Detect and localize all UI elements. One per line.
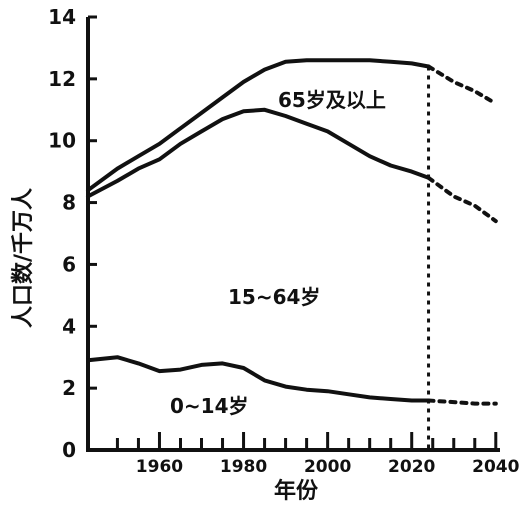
y-tick-label: 2 bbox=[62, 376, 76, 400]
x-axis-title: 年份 bbox=[274, 478, 319, 504]
y-ticks: 0 2 4 6 8 10 12 14 bbox=[48, 5, 97, 462]
series-line-upper_15_64 bbox=[86, 107, 431, 199]
series-projection-lower_0_14 bbox=[426, 398, 498, 406]
y-tick-label: 12 bbox=[48, 67, 76, 91]
region-label-0-14: 0~14岁 bbox=[170, 394, 249, 418]
plot-area: 0 2 4 6 8 10 12 14 1960 1980 2000 2020 2040 bbox=[48, 5, 519, 477]
x-minor-ticks bbox=[115, 432, 498, 450]
series-lines bbox=[86, 58, 498, 406]
y-axis-title: 人口数/千万人 bbox=[10, 188, 36, 328]
y-tick-label: 10 bbox=[48, 129, 76, 153]
x-ticks: 1960 1980 2000 2020 2040 bbox=[136, 457, 520, 477]
x-tick-label: 2020 bbox=[388, 457, 435, 477]
y-tick-label: 6 bbox=[62, 252, 76, 276]
x-tick-label: 1980 bbox=[220, 457, 267, 477]
y-tick-label: 8 bbox=[62, 191, 76, 215]
y-tick-label: 0 bbox=[62, 438, 76, 462]
series-line-total bbox=[86, 58, 431, 193]
series-projection-total bbox=[426, 64, 498, 106]
series-line-lower_0_14 bbox=[86, 355, 431, 403]
series-projection-upper_15_64 bbox=[426, 175, 498, 224]
y-tick-label: 4 bbox=[62, 314, 76, 338]
y-tick-label: 14 bbox=[48, 5, 76, 29]
x-tick-label: 2040 bbox=[472, 457, 519, 477]
region-label-65-plus: 65岁及以上 bbox=[278, 88, 386, 112]
x-tick-label: 1960 bbox=[136, 457, 183, 477]
region-label-15-64: 15~64岁 bbox=[228, 285, 320, 309]
x-tick-label: 2000 bbox=[304, 457, 351, 477]
